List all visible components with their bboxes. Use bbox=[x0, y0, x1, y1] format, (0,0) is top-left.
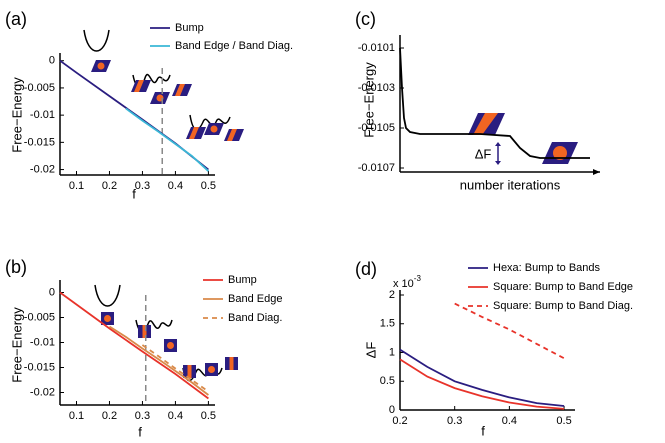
y-axis-label: Free−Energy bbox=[9, 77, 24, 153]
x-tick-label: 0.5 bbox=[201, 410, 216, 422]
x-tick-label: 0.2 bbox=[392, 415, 407, 427]
x-axis-label: f bbox=[138, 424, 142, 439]
y-tick-label: -0.0107 bbox=[358, 162, 395, 174]
series-line bbox=[454, 302, 565, 360]
y-tick-label: -0.015 bbox=[24, 361, 55, 373]
y-tick-label: -0.005 bbox=[24, 82, 55, 94]
y-tick-label: 1 bbox=[389, 346, 395, 358]
panel-label: (a) bbox=[5, 9, 27, 29]
y-tick-label: 0 bbox=[49, 55, 55, 67]
x-axis-label: f bbox=[481, 423, 485, 438]
legend-label: Bump bbox=[228, 274, 257, 286]
x-tick-label: 0.1 bbox=[69, 410, 84, 422]
series-line bbox=[109, 325, 209, 396]
annotation: ΔF bbox=[475, 146, 492, 161]
y-tick-label: 0 bbox=[49, 286, 55, 298]
x-tick-label: 0.4 bbox=[168, 410, 183, 422]
series-line bbox=[399, 358, 565, 410]
legend-label: Square: Bump to Band Edge bbox=[493, 281, 633, 293]
legend-label: Bump bbox=[175, 22, 204, 34]
y-tick-label: -0.015 bbox=[24, 136, 55, 148]
y-axis-label: Free−Energy bbox=[9, 307, 24, 383]
legend-label: Band Edge / Band Diag. bbox=[175, 40, 293, 52]
y-tick-label: -0.02 bbox=[30, 386, 55, 398]
series-line bbox=[125, 107, 210, 172]
legend-label: Hexa: Bump to Bands bbox=[493, 262, 601, 274]
x-tick-label: 0.1 bbox=[69, 180, 84, 192]
series-line bbox=[399, 348, 565, 407]
y-tick-label: -0.0105 bbox=[358, 122, 395, 134]
series-line bbox=[59, 291, 209, 400]
x-tick-label: 0.4 bbox=[502, 415, 517, 427]
panel-label: (b) bbox=[5, 257, 27, 277]
legend-label: Square: Bump to Band Diag. bbox=[493, 300, 633, 312]
x-tick-label: 0.4 bbox=[168, 180, 183, 192]
series-line bbox=[141, 344, 209, 393]
x-tick-label: 0.3 bbox=[135, 410, 150, 422]
legend-label: Band Diag. bbox=[228, 312, 282, 324]
y-tick-label: -0.0103 bbox=[358, 82, 395, 94]
panel-label: (c) bbox=[355, 9, 376, 29]
y-axis-label: Free−Energy bbox=[361, 62, 376, 138]
series-line bbox=[399, 47, 590, 159]
y-tick-label: 2 bbox=[389, 289, 395, 301]
multiplier-base: x 10 bbox=[393, 278, 414, 290]
y-tick-label: 1.5 bbox=[380, 318, 395, 330]
y-axis-label: ΔF bbox=[363, 342, 378, 359]
y-multiplier: x 10-3 bbox=[393, 274, 421, 290]
x-tick-label: 0.2 bbox=[102, 410, 117, 422]
y-tick-label: 0 bbox=[389, 404, 395, 416]
y-tick-label: -0.02 bbox=[30, 163, 55, 175]
y-tick-label: -0.01 bbox=[30, 336, 55, 348]
panel-label: (d) bbox=[355, 259, 377, 279]
x-tick-label: 0.2 bbox=[102, 180, 117, 192]
legend-label: Band Edge bbox=[228, 293, 282, 305]
multiplier-exponent: -3 bbox=[414, 274, 422, 283]
x-axis-label: f bbox=[132, 186, 136, 201]
x-tick-label: 0.3 bbox=[447, 415, 462, 427]
x-tick-label: 0.5 bbox=[556, 415, 571, 427]
x-axis-label: number iterations bbox=[460, 177, 561, 192]
insets-a bbox=[83, 29, 244, 141]
x-tick-label: 0.5 bbox=[201, 180, 216, 192]
y-tick-label: -0.005 bbox=[24, 311, 55, 323]
y-tick-label: -0.01 bbox=[30, 109, 55, 121]
x-tick-label: 0.3 bbox=[135, 180, 150, 192]
y-tick-label: -0.0101 bbox=[358, 42, 395, 54]
y-tick-label: 0.5 bbox=[380, 375, 395, 387]
x-axis-arrow bbox=[593, 169, 600, 175]
